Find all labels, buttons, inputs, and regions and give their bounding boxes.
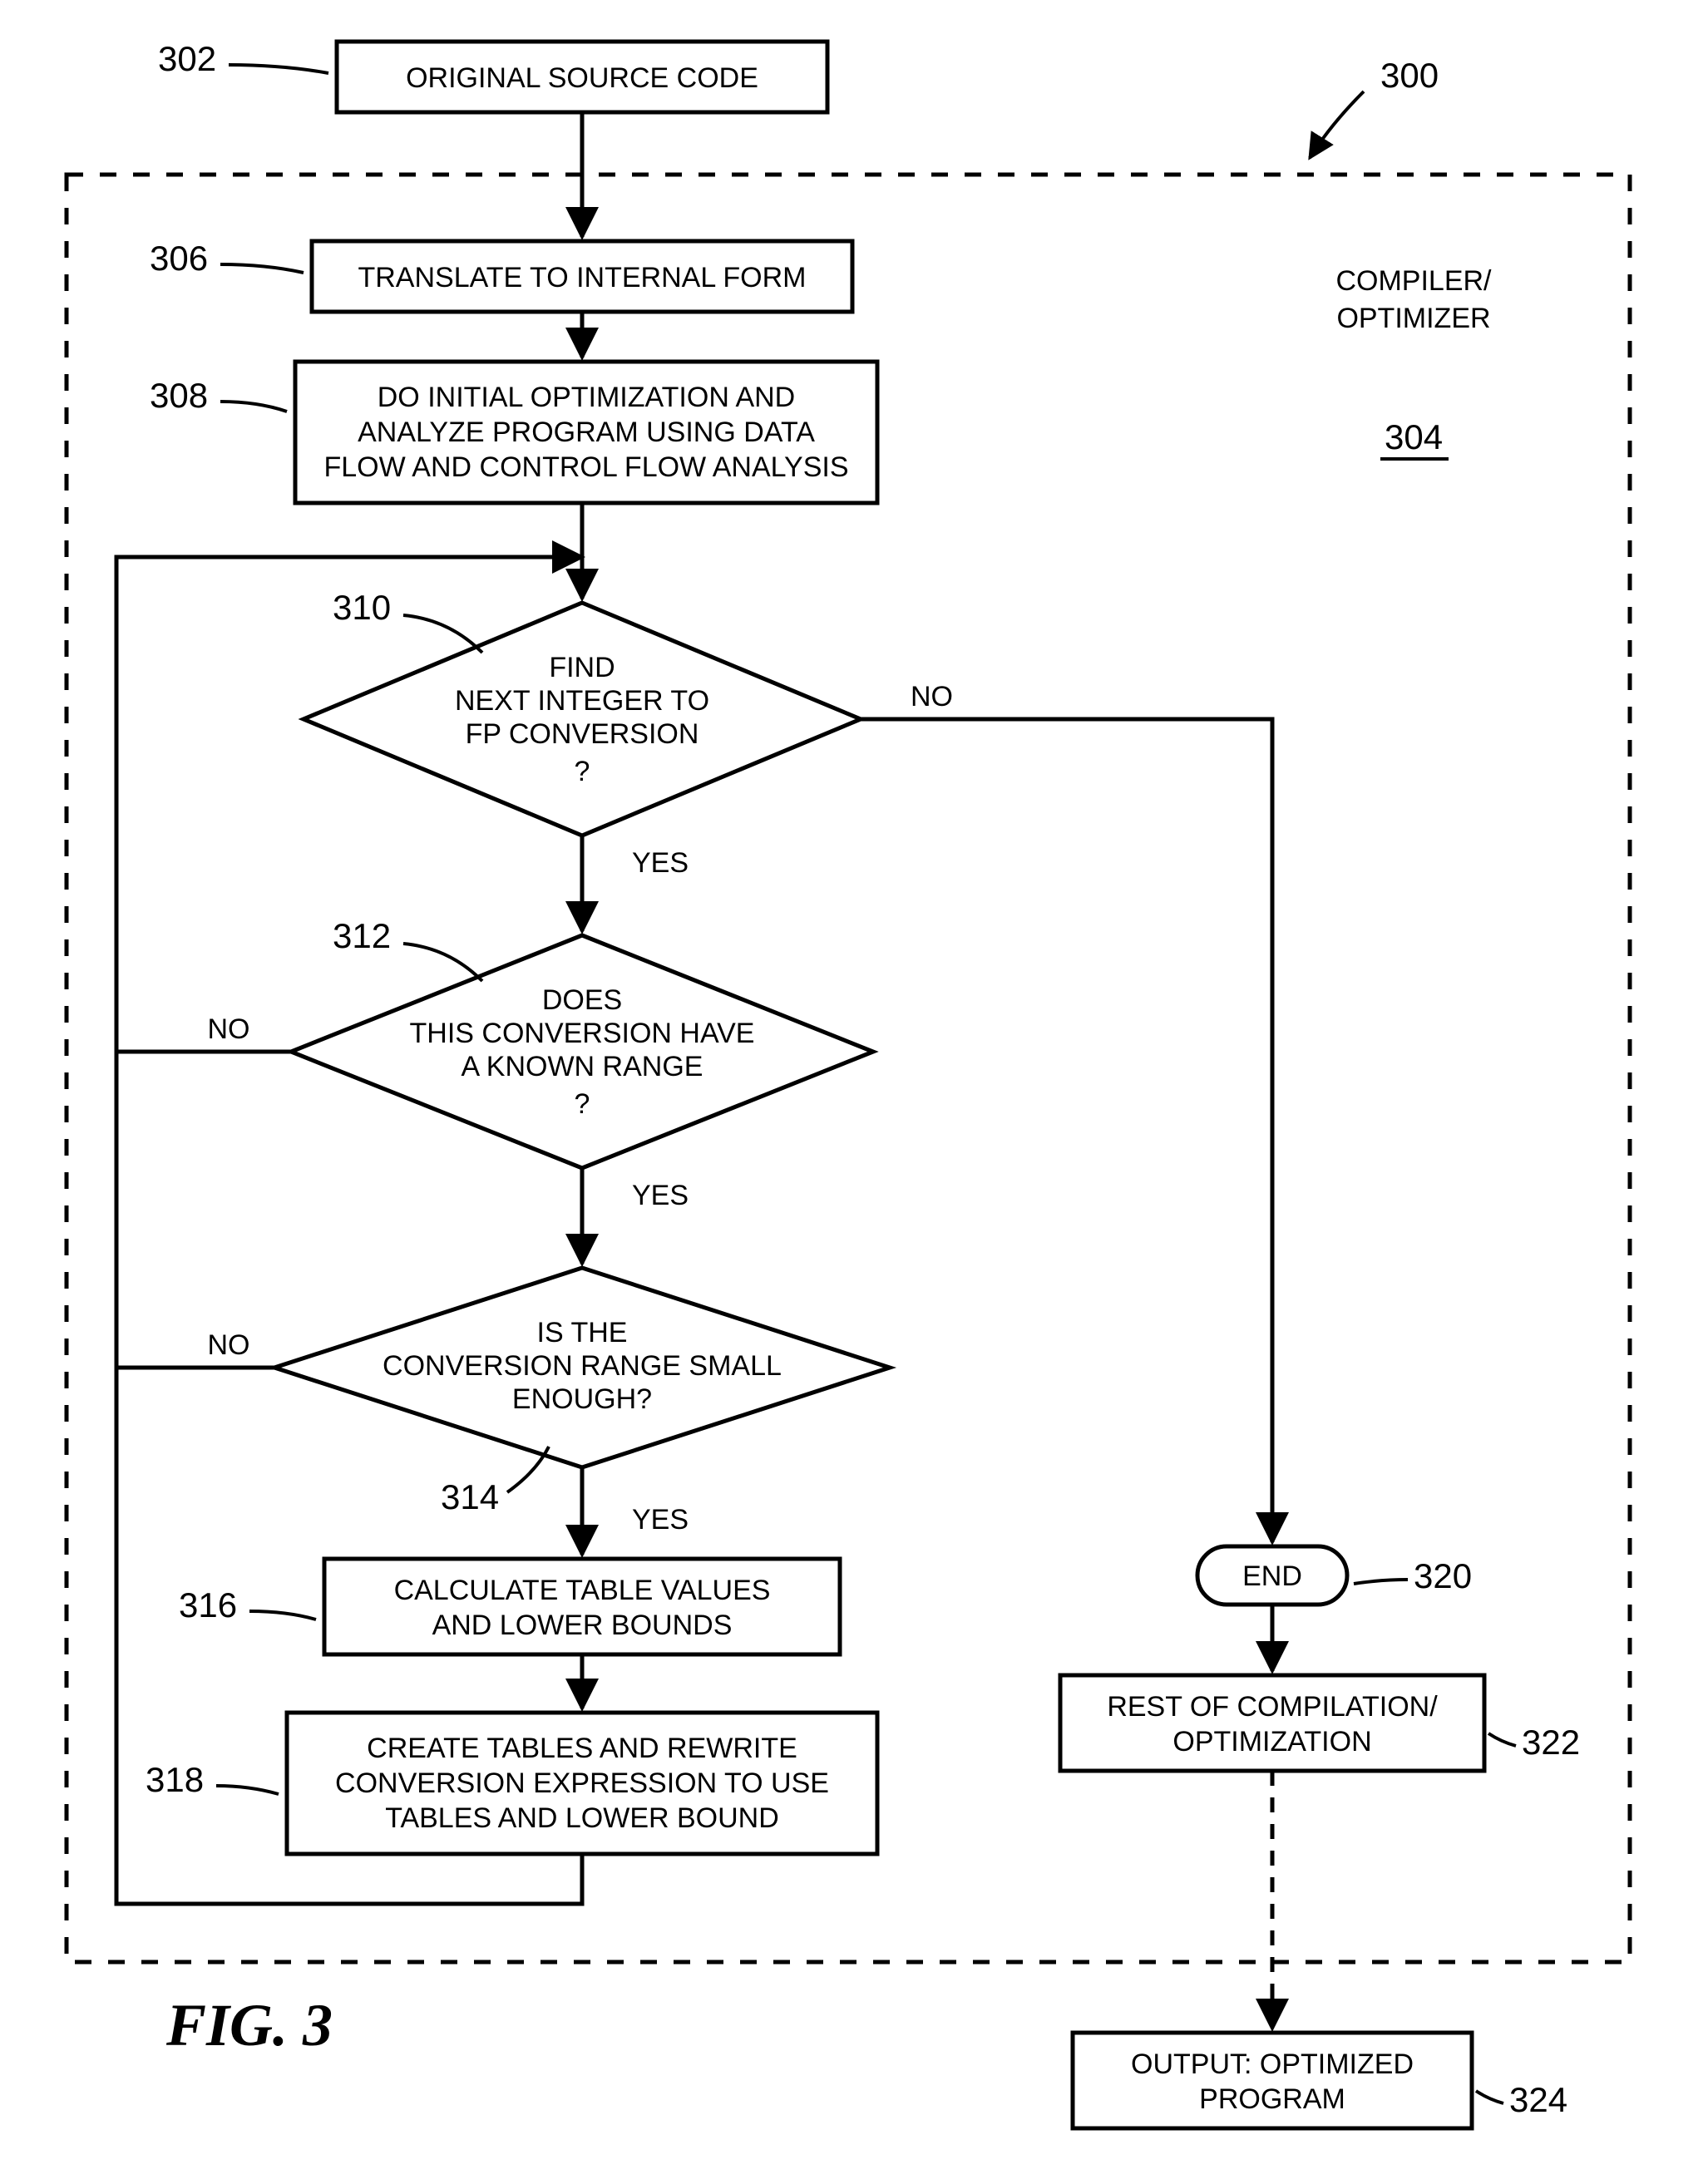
node-310-l3: FP CONVERSION bbox=[466, 718, 699, 750]
node-324-l1: OUTPUT: OPTIMIZED bbox=[1131, 2048, 1414, 2080]
node-324-l2: PROGRAM bbox=[1199, 2083, 1345, 2115]
ref-302: 302 bbox=[158, 39, 216, 78]
ref-306-leader bbox=[220, 264, 304, 273]
node-310-l2: NEXT INTEGER TO bbox=[455, 685, 709, 717]
ref-310-leader bbox=[403, 615, 482, 653]
node-316-l1: CALCULATE TABLE VALUES bbox=[394, 1575, 771, 1606]
edge-314-no bbox=[116, 1052, 274, 1368]
node-312-l1: DOES bbox=[542, 984, 622, 1016]
ref-316-leader bbox=[249, 1611, 316, 1620]
label-312-no: NO bbox=[208, 1013, 250, 1045]
ref-324-leader bbox=[1476, 2091, 1503, 2103]
label-314-no: NO bbox=[208, 1329, 250, 1361]
ref-306: 306 bbox=[150, 239, 208, 278]
node-318-l1: CREATE TABLES AND REWRITE bbox=[367, 1733, 797, 1764]
ref-314: 314 bbox=[441, 1477, 499, 1516]
ref-300: 300 bbox=[1380, 56, 1439, 95]
node-308-l3: FLOW AND CONTROL FLOW ANALYSIS bbox=[324, 451, 849, 483]
node-322-l1: REST OF COMPILATION/ bbox=[1107, 1691, 1438, 1723]
ref-304: 304 bbox=[1385, 417, 1443, 456]
node-302-text: ORIGINAL SOURCE CODE bbox=[406, 62, 758, 94]
ref-300-leader bbox=[1310, 91, 1364, 158]
node-312-l4: ? bbox=[575, 1088, 590, 1120]
node-310-l1: FIND bbox=[549, 652, 615, 683]
node-318-l2: CONVERSION EXPRESSION TO USE bbox=[335, 1767, 829, 1799]
ref-316: 316 bbox=[179, 1585, 237, 1624]
flowchart-figure: COMPILER/ OPTIMIZER 300 304 ORIGINAL SOU… bbox=[0, 0, 1708, 2184]
node-316-l2: AND LOWER BOUNDS bbox=[432, 1610, 733, 1641]
node-310-l4: ? bbox=[575, 756, 590, 787]
label-314-yes: YES bbox=[632, 1504, 689, 1536]
ref-324: 324 bbox=[1509, 2080, 1567, 2119]
label-312-yes: YES bbox=[632, 1180, 689, 1211]
ref-320-leader bbox=[1354, 1580, 1408, 1584]
node-318-l3: TABLES AND LOWER BOUND bbox=[385, 1802, 779, 1834]
node-320-text: END bbox=[1242, 1560, 1302, 1592]
node-308-l2: ANALYZE PROGRAM USING DATA bbox=[358, 417, 815, 448]
node-306-text: TRANSLATE TO INTERNAL FORM bbox=[358, 262, 806, 293]
ref-308: 308 bbox=[150, 376, 208, 415]
node-314-l1: IS THE bbox=[537, 1317, 628, 1348]
label-310-yes: YES bbox=[632, 847, 689, 879]
ref-302-leader bbox=[229, 65, 328, 73]
ref-312: 312 bbox=[333, 916, 391, 955]
node-322-l2: OPTIMIZATION bbox=[1172, 1726, 1371, 1758]
ref-312-leader bbox=[403, 944, 482, 981]
label-310-no: NO bbox=[911, 681, 953, 712]
ref-322: 322 bbox=[1522, 1723, 1580, 1762]
ref-322-leader bbox=[1488, 1733, 1516, 1746]
ref-318: 318 bbox=[146, 1760, 204, 1799]
region-label-1: COMPILER/ bbox=[1335, 265, 1492, 297]
ref-310: 310 bbox=[333, 588, 391, 627]
ref-318-leader bbox=[216, 1786, 279, 1794]
figure-label: FIG. 3 bbox=[165, 1992, 333, 2058]
node-312-l2: THIS CONVERSION HAVE bbox=[410, 1018, 755, 1049]
ref-308-leader bbox=[220, 402, 287, 412]
node-308-l1: DO INITIAL OPTIMIZATION AND bbox=[378, 382, 795, 413]
node-314-l3: ENOUGH? bbox=[512, 1383, 652, 1415]
node-314-l2: CONVERSION RANGE SMALL bbox=[383, 1350, 782, 1382]
ref-320: 320 bbox=[1414, 1556, 1472, 1595]
region-label-2: OPTIMIZER bbox=[1336, 303, 1490, 334]
edge-310-no bbox=[861, 719, 1272, 1542]
node-312-l3: A KNOWN RANGE bbox=[462, 1051, 703, 1082]
